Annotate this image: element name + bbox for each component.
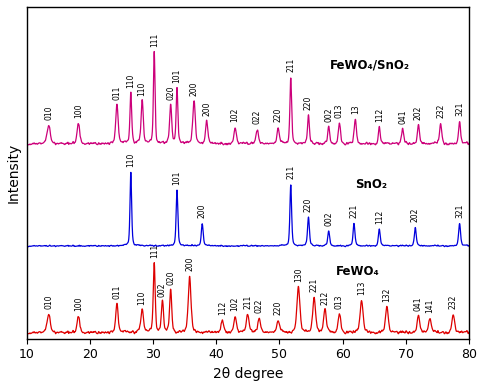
Text: 141: 141 bbox=[425, 299, 434, 313]
Text: 130: 130 bbox=[294, 267, 303, 282]
Text: 011: 011 bbox=[112, 284, 121, 299]
Text: 102: 102 bbox=[231, 108, 240, 122]
Text: 220: 220 bbox=[304, 198, 313, 212]
Text: 211: 211 bbox=[286, 58, 295, 72]
Text: 132: 132 bbox=[382, 288, 392, 302]
Text: 232: 232 bbox=[449, 295, 458, 309]
Text: 211: 211 bbox=[243, 295, 252, 309]
Text: 112: 112 bbox=[375, 108, 384, 122]
Text: 113: 113 bbox=[357, 281, 366, 295]
Text: 220: 220 bbox=[273, 108, 283, 122]
Text: 110: 110 bbox=[137, 291, 147, 305]
Text: 321: 321 bbox=[455, 102, 464, 116]
Text: 200: 200 bbox=[185, 257, 194, 271]
Text: 100: 100 bbox=[74, 104, 83, 118]
Text: 110: 110 bbox=[126, 153, 136, 167]
Text: 221: 221 bbox=[349, 204, 359, 218]
Text: 111: 111 bbox=[150, 244, 159, 258]
Text: 013: 013 bbox=[335, 294, 344, 309]
Y-axis label: Intensity: Intensity bbox=[7, 143, 21, 203]
Text: FeWO₄: FeWO₄ bbox=[336, 265, 380, 277]
Text: 200: 200 bbox=[198, 204, 207, 218]
Text: 002: 002 bbox=[324, 108, 333, 122]
Text: 013: 013 bbox=[335, 104, 344, 118]
Text: 020: 020 bbox=[166, 270, 175, 285]
Text: 321: 321 bbox=[455, 204, 464, 218]
Text: 200: 200 bbox=[202, 102, 211, 116]
Text: 13: 13 bbox=[351, 104, 360, 114]
Text: 232: 232 bbox=[436, 104, 445, 118]
Text: 202: 202 bbox=[414, 106, 423, 120]
Text: 110: 110 bbox=[126, 73, 136, 88]
Text: 101: 101 bbox=[172, 68, 182, 83]
Text: 111: 111 bbox=[150, 33, 159, 47]
Text: FeWO₄/SnO₂: FeWO₄/SnO₂ bbox=[330, 58, 410, 71]
Text: 212: 212 bbox=[320, 291, 330, 305]
Text: 022: 022 bbox=[255, 299, 264, 313]
Text: SnO₂: SnO₂ bbox=[355, 178, 387, 191]
Text: 112: 112 bbox=[375, 210, 384, 224]
Text: 112: 112 bbox=[218, 301, 227, 315]
Text: 200: 200 bbox=[190, 81, 198, 96]
Text: 220: 220 bbox=[304, 96, 313, 110]
Text: 011: 011 bbox=[112, 85, 121, 100]
Text: 102: 102 bbox=[231, 297, 240, 311]
Text: 101: 101 bbox=[172, 170, 182, 185]
Text: 110: 110 bbox=[137, 81, 147, 96]
Text: 002: 002 bbox=[158, 282, 167, 297]
Text: 010: 010 bbox=[44, 294, 53, 309]
Text: 100: 100 bbox=[74, 297, 83, 311]
Text: 041: 041 bbox=[398, 110, 407, 125]
X-axis label: 2θ degree: 2θ degree bbox=[212, 367, 283, 381]
Text: 041: 041 bbox=[414, 297, 423, 311]
Text: 211: 211 bbox=[286, 165, 295, 180]
Text: 220: 220 bbox=[273, 301, 283, 315]
Text: 221: 221 bbox=[310, 277, 318, 292]
Text: 002: 002 bbox=[324, 212, 333, 227]
Text: 022: 022 bbox=[253, 110, 262, 125]
Text: 202: 202 bbox=[411, 208, 420, 222]
Text: 020: 020 bbox=[166, 85, 175, 100]
Text: 010: 010 bbox=[44, 106, 53, 120]
